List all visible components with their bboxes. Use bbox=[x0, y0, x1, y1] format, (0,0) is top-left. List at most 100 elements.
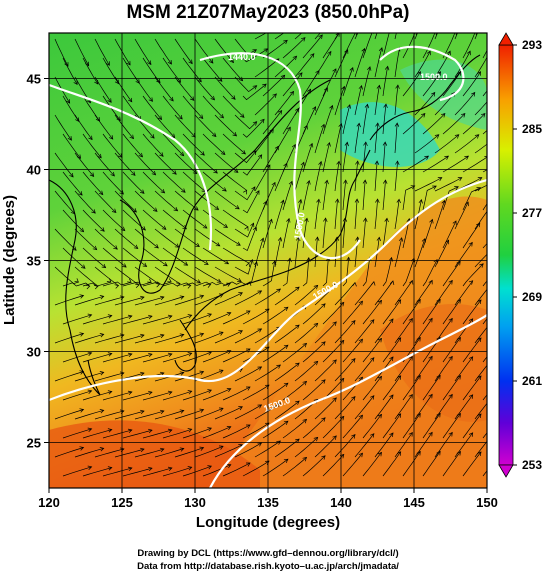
streamline-arrow bbox=[377, 299, 382, 305]
streamline bbox=[362, 33, 373, 59]
streamline bbox=[174, 295, 204, 306]
streamline-arrow bbox=[374, 160, 380, 165]
streamline bbox=[322, 105, 333, 135]
streamline bbox=[182, 57, 202, 83]
streamline bbox=[214, 266, 242, 282]
streamline bbox=[442, 337, 461, 363]
streamline bbox=[154, 190, 178, 212]
streamline bbox=[202, 209, 228, 228]
streamline bbox=[262, 219, 273, 249]
streamline-arrow bbox=[428, 355, 433, 361]
streamline bbox=[414, 280, 433, 306]
streamline bbox=[222, 310, 251, 325]
streamline bbox=[102, 353, 132, 363]
streamline-arrow bbox=[215, 242, 221, 247]
streamline bbox=[102, 315, 132, 325]
streamline bbox=[242, 384, 270, 401]
streamline bbox=[382, 180, 386, 211]
streamline bbox=[334, 320, 356, 344]
streamline bbox=[202, 282, 231, 287]
streamline-arrow bbox=[313, 322, 319, 328]
streamline-arrow bbox=[361, 47, 366, 53]
streamline-arrow bbox=[488, 204, 492, 208]
streamline bbox=[402, 451, 421, 477]
warm-region-east bbox=[380, 304, 487, 422]
streamline-arrow bbox=[197, 77, 202, 83]
streamline-arrow bbox=[169, 96, 174, 102]
streamline bbox=[322, 416, 345, 439]
streamline bbox=[474, 402, 487, 420]
streamline-arrow bbox=[489, 281, 493, 285]
streamline bbox=[222, 462, 251, 477]
streamline bbox=[302, 341, 326, 363]
streamline bbox=[82, 429, 112, 439]
streamline-arrow bbox=[490, 319, 494, 323]
streamline-arrow bbox=[326, 141, 331, 147]
streamline-arrow bbox=[257, 154, 263, 159]
streamline bbox=[434, 394, 453, 420]
streamline-arrow bbox=[468, 241, 473, 247]
streamline bbox=[94, 410, 124, 420]
streamline-arrow bbox=[223, 223, 229, 228]
streamline-arrow bbox=[408, 394, 413, 399]
streamline-arrow bbox=[312, 106, 317, 111]
streamline bbox=[214, 228, 241, 246]
streamline-arrow bbox=[306, 179, 311, 185]
streamline-arrow bbox=[140, 295, 145, 301]
x-tick-label: 140 bbox=[330, 495, 352, 510]
streamline-arrow bbox=[210, 95, 216, 101]
streamline-arrow bbox=[155, 283, 161, 288]
streamline-arrow bbox=[351, 396, 356, 401]
streamline bbox=[222, 171, 247, 191]
streamline bbox=[134, 228, 159, 249]
streamline-arrow bbox=[119, 190, 124, 195]
streamline bbox=[234, 259, 253, 275]
streamline bbox=[194, 266, 221, 283]
streamline-arrow bbox=[107, 352, 113, 357]
streamline bbox=[62, 209, 84, 233]
cool-region-north bbox=[400, 59, 487, 130]
streamline bbox=[182, 133, 205, 156]
streamline bbox=[202, 388, 231, 401]
streamline bbox=[142, 133, 164, 157]
streamline-arrow bbox=[226, 350, 232, 355]
streamline bbox=[102, 209, 126, 231]
streamline bbox=[234, 290, 262, 306]
streamline-arrow bbox=[226, 312, 232, 317]
streamline-arrow bbox=[426, 50, 431, 56]
streamline bbox=[274, 362, 300, 382]
streamline-arrow bbox=[377, 413, 382, 419]
streamline-arrow bbox=[216, 278, 222, 283]
streamline bbox=[354, 395, 375, 420]
streamline bbox=[142, 315, 172, 325]
contour-1530 bbox=[209, 314, 487, 488]
streamline bbox=[314, 435, 337, 458]
streamline-arrow bbox=[490, 357, 494, 361]
streamline bbox=[382, 451, 401, 477]
streamline bbox=[94, 114, 114, 140]
streamline-arrow bbox=[195, 242, 200, 248]
streamline bbox=[474, 326, 487, 344]
streamline bbox=[74, 38, 90, 66]
streamline bbox=[234, 150, 257, 164]
streamline bbox=[254, 33, 267, 40]
streamline-arrow bbox=[238, 292, 243, 297]
streamline bbox=[422, 259, 438, 287]
streamline bbox=[474, 253, 487, 268]
streamline-arrow bbox=[335, 33, 340, 37]
streamline bbox=[122, 315, 153, 325]
streamline bbox=[214, 76, 236, 100]
streamline-arrow bbox=[243, 189, 248, 195]
streamline-arrow bbox=[355, 236, 360, 241]
streamline bbox=[82, 133, 102, 159]
streamline bbox=[294, 437, 318, 458]
streamline-arrow bbox=[382, 141, 388, 146]
streamline-arrow bbox=[490, 433, 494, 437]
streamline-arrow bbox=[97, 153, 102, 159]
streamline-arrow bbox=[271, 181, 276, 187]
streamline bbox=[402, 258, 415, 287]
streamline-arrow bbox=[167, 314, 173, 319]
streamline bbox=[462, 222, 481, 249]
colorbar: 253 261 269 277 285 293 bbox=[498, 32, 542, 478]
streamline bbox=[74, 152, 94, 177]
